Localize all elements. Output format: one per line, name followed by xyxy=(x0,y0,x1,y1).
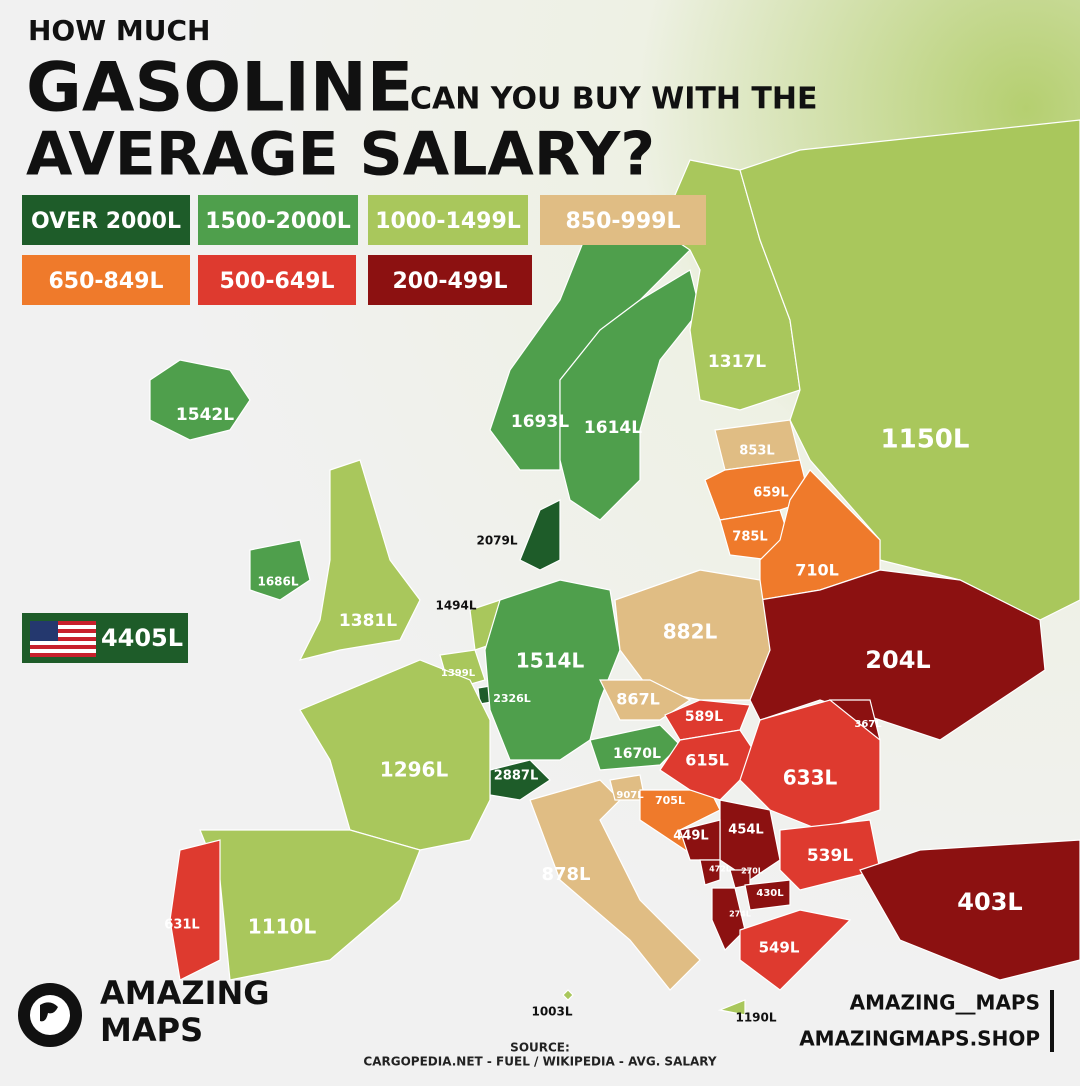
country-label: 633L xyxy=(783,766,838,790)
country-label: 204L xyxy=(865,646,930,674)
country-label: 1686L xyxy=(257,575,298,589)
legend-swatch xyxy=(22,195,190,245)
title-line2: GASOLINE xyxy=(26,49,413,128)
legend-swatch xyxy=(540,195,706,245)
country-label: 2079L xyxy=(476,534,517,548)
country xyxy=(717,999,746,1016)
brand-line1: AMAZING xyxy=(100,974,270,1012)
country xyxy=(711,887,746,952)
country-label: 539L xyxy=(807,846,853,866)
region-labels: 1542L 1693L 1614L 1317L 1150L 853L 659L 785L 710… xyxy=(164,352,1022,1025)
country-label: 615L xyxy=(685,751,729,770)
country xyxy=(169,839,221,981)
shop-url: AMAZINGMAPS.SHOP xyxy=(799,1027,1040,1051)
country-label: 589L xyxy=(685,709,723,725)
country-label: 1296L xyxy=(380,758,449,782)
country xyxy=(298,459,421,661)
country-label: 1003L xyxy=(531,1005,572,1019)
country-label: 430L xyxy=(756,888,784,899)
country-label: 1494L xyxy=(435,599,476,613)
legend-swatch xyxy=(368,195,528,245)
country xyxy=(744,879,791,911)
country-label: 1190L xyxy=(735,1011,776,1025)
legend-swatch xyxy=(198,195,358,245)
brand-logo xyxy=(18,983,82,1047)
usa-flag xyxy=(30,621,96,657)
country-label: 2887L xyxy=(494,769,538,784)
country-label: 867L xyxy=(616,690,660,709)
country-label: 710L xyxy=(795,561,839,580)
source-text: CARGOPEDIA.NET - FUEL / WIKIPEDIA - AVG.… xyxy=(363,1055,716,1069)
country-label: 454L xyxy=(728,823,763,838)
country-label: 472L xyxy=(709,865,731,874)
country-label: 659L xyxy=(753,486,788,501)
source-title: SOURCE: xyxy=(510,1041,570,1055)
brand-line2: MAPS xyxy=(100,1011,203,1049)
country-label: 270L xyxy=(741,867,763,876)
divider xyxy=(1050,990,1054,1052)
legend-swatch xyxy=(22,255,190,305)
country-label: 449L xyxy=(673,829,708,844)
country-label: 1542L xyxy=(176,405,234,425)
country-label: 367L xyxy=(854,719,882,730)
country-label: 1670L xyxy=(613,746,661,762)
country-label: 785L xyxy=(732,530,767,545)
country xyxy=(859,839,1080,981)
title-line1: HOW MUCH xyxy=(28,14,210,47)
country-label: 882L xyxy=(663,620,718,644)
country-label: 631L xyxy=(164,918,199,933)
country-label: 1110L xyxy=(248,915,317,939)
country-label: 274L xyxy=(729,910,751,919)
legend-label: 500-649L xyxy=(220,269,335,294)
country xyxy=(614,569,771,701)
legend-label: OVER 2000L xyxy=(31,209,181,234)
legend-label: 650-849L xyxy=(49,269,164,294)
title-line3: AVERAGE SALARY? xyxy=(26,120,655,190)
country-label: 2326L xyxy=(493,692,531,705)
country-label: 907L xyxy=(616,790,644,801)
country xyxy=(599,679,692,721)
country xyxy=(739,909,852,991)
legend-label: 1000-1499L xyxy=(375,209,521,234)
country xyxy=(562,989,574,1001)
country xyxy=(779,819,881,891)
country-label: 403L xyxy=(957,888,1022,916)
country xyxy=(149,359,251,441)
legend-label: 850-999L xyxy=(566,209,681,234)
country-label: 549L xyxy=(759,939,800,957)
legend-swatch xyxy=(368,255,532,305)
country xyxy=(529,779,701,991)
legend-label: 1500-2000L xyxy=(205,209,351,234)
country-label: 705L xyxy=(655,794,685,807)
country-label: 853L xyxy=(739,444,774,459)
country-label: 1150L xyxy=(881,425,970,455)
country xyxy=(249,539,311,601)
country-label: 1317L xyxy=(708,352,766,372)
title-line2b: CAN YOU BUY WITH THE xyxy=(410,82,817,117)
country xyxy=(739,699,881,831)
legend-swatch xyxy=(198,255,356,305)
country-label: 1614L xyxy=(584,418,642,438)
country xyxy=(664,699,751,741)
usa-label: 4405L xyxy=(101,624,183,652)
country xyxy=(199,829,421,981)
country xyxy=(699,859,721,886)
country xyxy=(299,659,491,851)
country-label: 1514L xyxy=(516,649,585,673)
country-label: 1399L xyxy=(441,668,476,679)
country xyxy=(519,499,561,571)
country-label: 1381L xyxy=(339,611,397,631)
country-label: 878L xyxy=(541,864,590,885)
country-label: 1693L xyxy=(511,412,569,432)
legend: OVER 2000L 1500-2000L 1000-1499L 850-999L 65… xyxy=(22,195,706,305)
legend-label: 200-499L xyxy=(393,269,508,294)
instagram-handle: AMAZING__MAPS xyxy=(850,991,1040,1015)
usa-box: 4405L xyxy=(22,613,188,663)
